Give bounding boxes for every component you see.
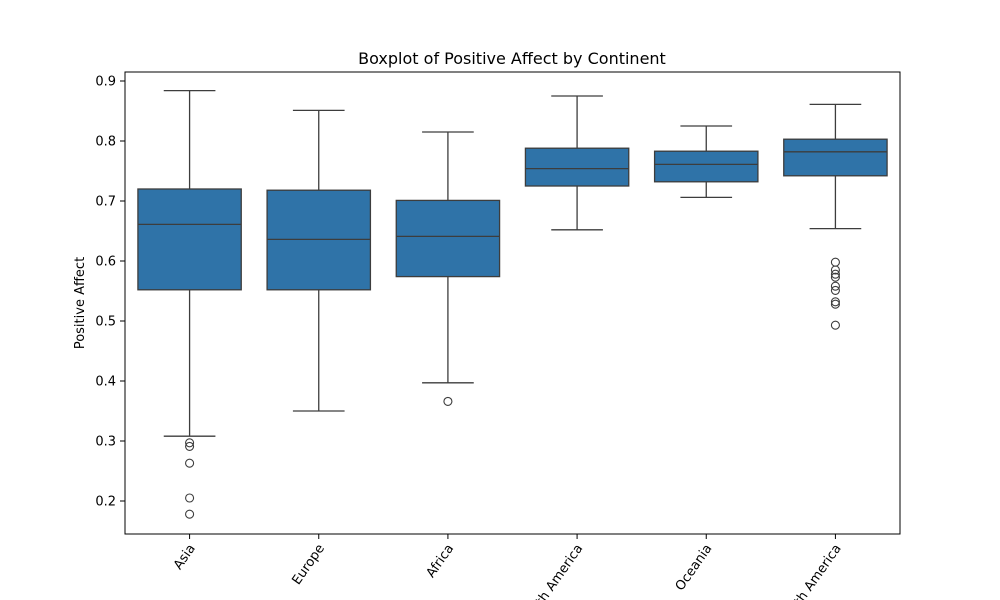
y-tick-label: 0.6 (95, 255, 116, 270)
y-tick-label: 0.5 (95, 315, 116, 330)
outlier-asia (185, 509, 195, 519)
x-tick-label: North America (520, 542, 586, 600)
box-africa (395, 199, 501, 278)
x-tick-label: South America (778, 542, 845, 600)
y-tick-label: 0.4 (95, 375, 116, 390)
outlier-south-america (830, 285, 840, 295)
outlier-south-america (830, 281, 840, 291)
x-tick-label: Asia (171, 542, 199, 573)
y-tick-label: 0.3 (95, 435, 116, 450)
chart-title: Boxplot of Positive Affect by Continent (358, 49, 666, 68)
y-tick-label: 0.8 (95, 135, 116, 150)
x-tick-label: Africa (424, 542, 458, 581)
box-oceania (653, 150, 759, 183)
outlier-asia (185, 493, 195, 503)
outlier-south-america (830, 257, 840, 267)
outlier-south-america (830, 265, 840, 275)
outlier-south-america (830, 299, 840, 309)
outlier-africa (443, 396, 453, 406)
y-tick-label: 0.2 (95, 495, 116, 510)
outlier-asia (185, 458, 195, 468)
outlier-south-america (830, 297, 840, 307)
y-tick-label: 0.9 (95, 75, 116, 90)
box-north-america (524, 147, 630, 187)
box-south-america (783, 138, 888, 177)
outlier-south-america (830, 269, 840, 279)
outlier-asia (185, 438, 195, 448)
y-tick-label: 0.7 (95, 195, 116, 210)
x-tick-label: Europe (290, 542, 329, 588)
y-axis-label: Positive Affect (73, 257, 88, 349)
plot-area: 0.2 0.3 0.4 0.5 0.6 0.7 0.8 0.9 Asia Europe Africa… (95, 71, 901, 600)
plot-frame (124, 71, 901, 535)
x-tick-label: Oceania (673, 542, 716, 594)
outlier-south-america (830, 272, 840, 282)
box-asia (137, 188, 242, 291)
outlier-asia (185, 441, 195, 451)
outlier-south-america (830, 320, 840, 330)
